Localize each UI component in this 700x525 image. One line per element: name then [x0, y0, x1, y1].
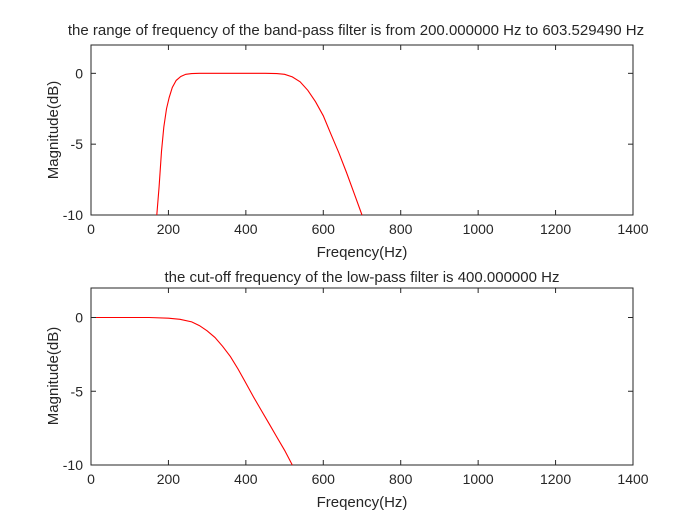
- lowpass-response-line: [91, 316, 293, 466]
- lowpass-ticks-layer: 0 200 400 600 800 1000 1200 1400 0 -5 -10: [63, 288, 649, 487]
- bandpass-response-line: [156, 72, 363, 216]
- lowpass-ytick-label: -5: [71, 383, 84, 399]
- bandpass-axes-box: [90, 44, 634, 216]
- bandpass-xtick-label: 1400: [617, 221, 648, 237]
- bandpass-ylabel: Magnitude(dB): [45, 81, 62, 179]
- bandpass-xtick-label: 800: [389, 221, 413, 237]
- lowpass-subplot: the cut-off frequency of the low-pass fi…: [45, 269, 649, 511]
- lowpass-xtick-label: 400: [234, 471, 258, 487]
- bandpass-ytick-label: -5: [71, 136, 84, 152]
- lowpass-ytick-label: 0: [75, 310, 83, 326]
- bandpass-xlabel: Freqency(Hz): [317, 244, 408, 261]
- lowpass-title: the cut-off frequency of the low-pass fi…: [165, 269, 560, 286]
- lowpass-ylabel: Magnitude(dB): [45, 327, 62, 425]
- bandpass-curve-layer: [156, 72, 363, 216]
- lowpass-xlabel: Freqency(Hz): [317, 494, 408, 511]
- bandpass-xtick-label: 200: [157, 221, 181, 237]
- bandpass-xtick-label: 1000: [463, 221, 494, 237]
- bandpass-ytick-label: -10: [63, 207, 83, 223]
- lowpass-xtick-label: 1400: [617, 471, 648, 487]
- lowpass-xtick-label: 600: [312, 471, 336, 487]
- bandpass-title: the range of frequency of the band-pass …: [68, 22, 644, 39]
- bandpass-ticks-layer: 0 200 400 600 800 1000 1200 1400 0 -5 -10: [63, 45, 649, 237]
- lowpass-curve-layer: [91, 316, 293, 466]
- lowpass-xtick-label: 200: [157, 471, 181, 487]
- lowpass-xtick-label: 1200: [540, 471, 571, 487]
- lowpass-xtick-label: 0: [87, 471, 95, 487]
- bandpass-xtick-label: 1200: [540, 221, 571, 237]
- lowpass-xtick-label: 800: [389, 471, 413, 487]
- bandpass-subplot: the range of frequency of the band-pass …: [45, 22, 649, 261]
- lowpass-ytick-label: -10: [63, 457, 83, 473]
- bandpass-ytick-label: 0: [75, 65, 83, 81]
- bandpass-xtick-label: 400: [234, 221, 258, 237]
- lowpass-xtick-label: 1000: [463, 471, 494, 487]
- bandpass-xtick-label: 600: [312, 221, 336, 237]
- bandpass-xtick-label: 0: [87, 221, 95, 237]
- lowpass-axes-box: [90, 287, 634, 466]
